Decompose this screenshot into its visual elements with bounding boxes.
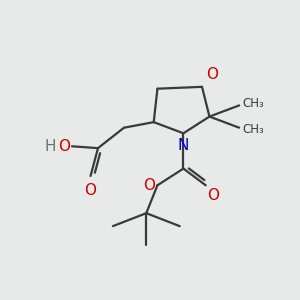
Text: O: O (206, 68, 218, 82)
Text: CH₃: CH₃ (242, 123, 264, 136)
Text: N: N (178, 138, 189, 153)
Text: CH₃: CH₃ (242, 97, 264, 110)
Text: O: O (144, 178, 156, 193)
Text: O: O (85, 183, 97, 198)
Text: O: O (208, 188, 220, 203)
Text: H: H (45, 139, 56, 154)
Text: O: O (58, 139, 70, 154)
